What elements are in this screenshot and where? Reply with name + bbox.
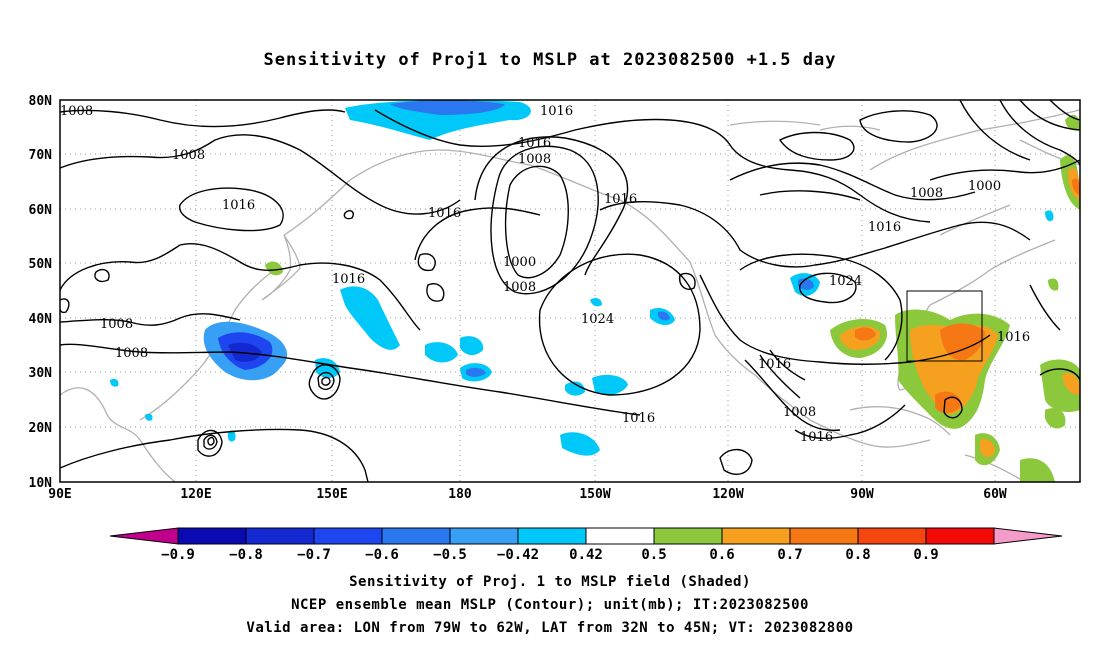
lat-tick-label: 70N <box>29 148 53 163</box>
lon-tick-label: 90W <box>850 487 874 502</box>
contour-label: 1008 <box>60 104 93 119</box>
contour-label: 1016 <box>758 357 791 372</box>
valid-area-box <box>906 290 983 362</box>
contour-label: 1016 <box>800 430 833 445</box>
colorbar-segment <box>653 527 723 545</box>
colorbar-segment <box>517 527 587 545</box>
lat-tick-label: 60N <box>29 203 53 218</box>
lon-tick-label: 180 <box>448 487 472 502</box>
caption-line-1: Sensitivity of Proj. 1 to MSLP field (Sh… <box>349 574 751 590</box>
lat-tick-label: 10N <box>29 476 53 491</box>
contour-label: 1008 <box>518 152 551 167</box>
colorbar-tick-label: 0.6 <box>709 547 734 563</box>
colorbar-tick-label: 0.42 <box>569 547 603 563</box>
colorbar: −0.9 −0.8 −0.7 −0.6 −0.5 −0.42 0.42 0.5 0.6 0.7 0.… <box>109 527 1063 563</box>
contour-label: 1008 <box>910 186 943 201</box>
colorbar-tick-label: 0.7 <box>777 547 802 563</box>
contour-label: 1016 <box>622 411 655 426</box>
chart-title: Sensitivity of Proj1 to MSLP at 20230825… <box>263 50 837 70</box>
contour-label: 1008 <box>783 405 816 420</box>
contour-label: 1016 <box>997 330 1030 345</box>
contour-label: 1000 <box>503 255 536 270</box>
colorbar-segment <box>177 527 247 545</box>
caption-line-2: NCEP ensemble mean MSLP (Contour); unit(… <box>291 597 809 613</box>
caption-line-3: Valid area: LON from 79W to 62W, LAT fro… <box>246 620 854 636</box>
colorbar-tick-label: −0.5 <box>433 547 467 563</box>
colorbar-segment <box>585 527 655 545</box>
lon-axis: 90E 120E 150E 180 150W 120W 90W 60W <box>48 487 1007 502</box>
contour-label: 1000 <box>968 179 1001 194</box>
colorbar-tick-label: 0.8 <box>845 547 870 563</box>
colorbar-tick-label: −0.42 <box>497 547 539 563</box>
colorbar-segment <box>381 527 451 545</box>
contour-label: 1008 <box>503 280 536 295</box>
colorbar-tick-label: 0.9 <box>913 547 938 563</box>
lat-tick-label: 20N <box>29 421 53 436</box>
lon-tick-label: 120E <box>180 487 211 502</box>
map-frame <box>59 99 1081 483</box>
lon-tick-label: 150E <box>316 487 347 502</box>
mslp-contours <box>60 100 1080 482</box>
colorbar-min-arrow <box>109 527 179 545</box>
contour-label: 1016 <box>518 136 551 151</box>
contour-label: 1016 <box>540 104 573 119</box>
contour-label: 1016 <box>868 220 901 235</box>
colorbar-segment <box>925 527 995 545</box>
colorbar-tick-label: −0.7 <box>297 547 331 563</box>
colorbar-segment <box>245 527 315 545</box>
lon-tick-label: 120W <box>712 487 743 502</box>
contour-label: 1024 <box>581 312 614 327</box>
colorbar-max-arrow <box>993 527 1063 545</box>
colorbar-segment <box>313 527 383 545</box>
lat-tick-label: 50N <box>29 257 53 272</box>
lon-tick-label: 60W <box>983 487 1007 502</box>
contour-label: 1016 <box>604 192 637 207</box>
contour-label: 1016 <box>428 206 461 221</box>
contour-label: 1008 <box>100 317 133 332</box>
contour-labels: 1008 1008 1016 1016 1016 1008 1016 1016 … <box>60 104 1030 445</box>
sensitivity-shading <box>110 100 1080 482</box>
colorbar-segment <box>721 527 791 545</box>
lat-tick-label: 80N <box>29 94 53 109</box>
lat-tick-label: 30N <box>29 366 53 381</box>
contour-label: 1016 <box>332 272 365 287</box>
colorbar-tick-label: −0.9 <box>161 547 195 563</box>
colorbar-tick-label: 0.5 <box>641 547 666 563</box>
colorbar-segment <box>449 527 519 545</box>
lat-tick-label: 40N <box>29 312 53 327</box>
lon-tick-label: 150W <box>579 487 610 502</box>
lat-axis: 80N 70N 60N 50N 40N 30N 20N 10N <box>29 94 53 491</box>
colorbar-tick-label: −0.6 <box>365 547 399 563</box>
lon-tick-label: 90E <box>48 487 71 502</box>
contour-label: 1008 <box>115 346 148 361</box>
contour-label: 1008 <box>172 148 205 163</box>
contour-label: 1016 <box>222 198 255 213</box>
colorbar-segment <box>857 527 927 545</box>
colorbar-tick-label: −0.8 <box>229 547 263 563</box>
contour-label: 1024 <box>829 274 862 289</box>
colorbar-segment <box>789 527 859 545</box>
